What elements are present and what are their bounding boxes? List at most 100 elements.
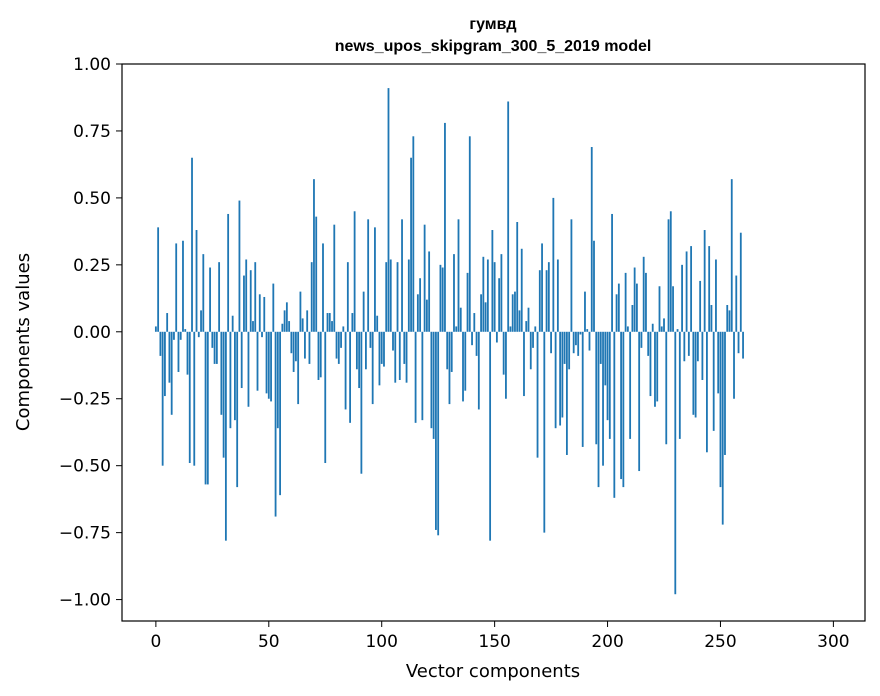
bar [579, 331, 582, 335]
bar [681, 264, 683, 332]
bar [507, 101, 510, 332]
bar [613, 331, 616, 498]
bar [398, 331, 401, 380]
bar [715, 259, 717, 332]
bar [355, 331, 358, 370]
bar [502, 331, 505, 375]
y-tick-label: 0.25 [73, 256, 111, 276]
bar [299, 291, 302, 332]
bar [543, 331, 546, 533]
bar [450, 331, 453, 372]
bar [263, 296, 266, 332]
bar [414, 331, 417, 423]
bar [457, 219, 460, 332]
bar [247, 331, 250, 407]
bar [292, 331, 295, 372]
bar [421, 331, 424, 421]
plot-frame [121, 63, 866, 622]
bar [213, 331, 216, 364]
bar [319, 331, 322, 378]
bar [717, 331, 720, 394]
bar [561, 331, 564, 418]
bar [193, 331, 196, 466]
chart-title: гумвд [469, 16, 516, 33]
bar [505, 331, 507, 399]
bar [279, 331, 281, 496]
y-tick-label: 0.75 [73, 122, 111, 142]
bar [518, 310, 521, 332]
bar [602, 331, 604, 466]
bar [256, 331, 259, 391]
bar [270, 331, 272, 402]
x-tick-label: 300 [817, 632, 849, 652]
bar [565, 331, 568, 455]
bar [590, 147, 593, 332]
bar [346, 262, 349, 332]
bar [735, 275, 738, 332]
x-tick-label: 250 [704, 632, 736, 652]
bar [588, 331, 591, 351]
bar [550, 331, 552, 354]
bar [663, 318, 665, 332]
bar [184, 329, 187, 332]
bar [252, 321, 254, 332]
bar [633, 267, 636, 332]
bar [706, 331, 708, 453]
bar [529, 331, 532, 370]
bar [425, 299, 428, 332]
bar [369, 331, 372, 348]
bar [328, 313, 331, 332]
bar [678, 331, 681, 439]
bar [624, 272, 627, 332]
bar [694, 331, 697, 418]
bar [498, 278, 501, 332]
y-tick-label: 1.00 [73, 55, 111, 75]
bar [667, 219, 670, 332]
bar [737, 331, 740, 354]
bar [308, 331, 311, 364]
bar [572, 331, 575, 354]
x-tick-label: 100 [365, 632, 397, 652]
bar [516, 222, 519, 332]
bar [428, 251, 431, 332]
bar [651, 323, 654, 332]
bar [554, 331, 557, 429]
bar [730, 179, 733, 332]
bar [182, 240, 184, 332]
bar [371, 331, 374, 405]
bar [577, 331, 580, 356]
bar [669, 211, 672, 332]
bar [620, 331, 622, 480]
bar [209, 267, 211, 332]
bar [179, 331, 182, 340]
bar [349, 331, 351, 423]
bar [726, 305, 729, 332]
bar [315, 216, 318, 332]
bar [358, 331, 361, 389]
bar [403, 331, 406, 364]
chart-subtitle: news_upos_skipgram_300_5_2019 model [335, 38, 652, 55]
bar [446, 331, 449, 370]
bar [683, 331, 686, 362]
bar [173, 331, 175, 340]
bar [466, 272, 469, 332]
x-axis-ticks: 0 50 100 150 200 250 300 [150, 621, 850, 652]
bar [211, 331, 214, 348]
bar [186, 331, 189, 375]
bar [240, 331, 243, 389]
bar [220, 331, 223, 415]
bar [532, 331, 534, 348]
bar [229, 331, 232, 429]
bar [236, 331, 239, 488]
bar [227, 213, 230, 332]
bar [719, 331, 722, 488]
bar [197, 331, 200, 338]
bar [313, 179, 315, 332]
bar [568, 331, 571, 370]
x-tick-label: 0 [150, 632, 161, 652]
bar [541, 243, 543, 332]
bar [701, 331, 704, 380]
y-tick-label: −0.25 [59, 390, 111, 410]
bar [475, 331, 478, 356]
bar [586, 329, 589, 332]
